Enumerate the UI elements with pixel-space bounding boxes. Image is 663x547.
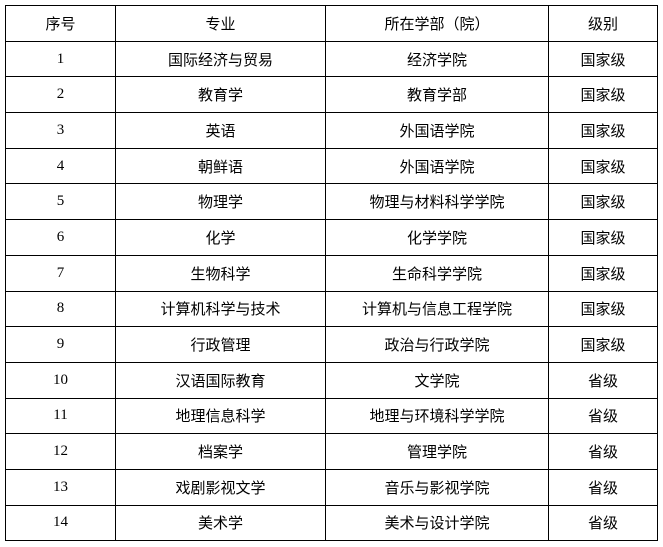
level-cell: 省级 [548, 504, 658, 542]
table-row: 8 计算机科学与技术 计算机与信息工程学院 国家级 [5, 290, 658, 328]
header-school: 所在学部（院） [325, 5, 549, 42]
major-cell: 教育学 [115, 76, 326, 114]
table-row: 7 生物科学 生命科学学院 国家级 [5, 254, 658, 292]
school-cell: 管理学院 [325, 433, 549, 470]
table-row: 9 行政管理 政治与行政学院 国家级 [5, 326, 658, 363]
level-cell: 国家级 [548, 147, 658, 185]
level-cell: 国家级 [548, 254, 658, 292]
header-level: 级别 [548, 5, 658, 42]
index-cell: 14 [5, 504, 116, 542]
level-cell: 国家级 [548, 76, 658, 114]
index-cell: 10 [5, 361, 116, 399]
index-cell: 7 [5, 254, 116, 292]
level-cell: 省级 [548, 468, 658, 506]
level-cell: 省级 [548, 361, 658, 399]
level-cell: 省级 [548, 397, 658, 435]
major-cell: 汉语国际教育 [115, 361, 326, 399]
school-cell: 外国语学院 [325, 112, 549, 149]
majors-table: 序号 专业 所在学部（院） 级别 1 国际经济与贸易 经济学院 国家级 2 教育学 教育学部… [5, 5, 658, 542]
school-cell: 政治与行政学院 [325, 326, 549, 363]
major-cell: 计算机科学与技术 [115, 290, 326, 328]
header-major: 专业 [115, 5, 326, 42]
major-cell: 生物科学 [115, 254, 326, 292]
table-row: 6 化学 化学学院 国家级 [5, 219, 658, 256]
index-cell: 9 [5, 326, 116, 363]
table-row: 12 档案学 管理学院 省级 [5, 433, 658, 470]
major-cell: 美术学 [115, 504, 326, 542]
index-cell: 4 [5, 147, 116, 185]
table-row: 14 美术学 美术与设计学院 省级 [5, 504, 658, 542]
major-cell: 戏剧影视文学 [115, 468, 326, 506]
table-row: 11 地理信息科学 地理与环境科学学院 省级 [5, 397, 658, 435]
major-cell: 国际经济与贸易 [115, 40, 326, 78]
table-row: 13 戏剧影视文学 音乐与影视学院 省级 [5, 468, 658, 506]
school-cell: 地理与环境科学学院 [325, 397, 549, 435]
major-cell: 物理学 [115, 183, 326, 221]
major-cell: 地理信息科学 [115, 397, 326, 435]
index-cell: 11 [5, 397, 116, 435]
school-cell: 生命科学学院 [325, 254, 549, 292]
level-cell: 国家级 [548, 183, 658, 221]
level-cell: 国家级 [548, 112, 658, 149]
level-cell: 国家级 [548, 290, 658, 328]
table-row: 5 物理学 物理与材料科学学院 国家级 [5, 183, 658, 221]
table-row: 3 英语 外国语学院 国家级 [5, 112, 658, 149]
level-cell: 国家级 [548, 40, 658, 78]
level-cell: 省级 [548, 433, 658, 470]
level-cell: 国家级 [548, 219, 658, 256]
index-cell: 8 [5, 290, 116, 328]
header-row: 序号 专业 所在学部（院） 级别 [5, 5, 658, 42]
school-cell: 文学院 [325, 361, 549, 399]
table-row: 2 教育学 教育学部 国家级 [5, 76, 658, 114]
school-cell: 物理与材料科学学院 [325, 183, 549, 221]
major-cell: 化学 [115, 219, 326, 256]
table-row: 1 国际经济与贸易 经济学院 国家级 [5, 40, 658, 78]
index-cell: 12 [5, 433, 116, 470]
major-cell: 行政管理 [115, 326, 326, 363]
index-cell: 5 [5, 183, 116, 221]
index-cell: 1 [5, 40, 116, 78]
school-cell: 计算机与信息工程学院 [325, 290, 549, 328]
school-cell: 外国语学院 [325, 147, 549, 185]
school-cell: 化学学院 [325, 219, 549, 256]
major-cell: 朝鲜语 [115, 147, 326, 185]
index-cell: 3 [5, 112, 116, 149]
major-cell: 档案学 [115, 433, 326, 470]
table-row: 10 汉语国际教育 文学院 省级 [5, 361, 658, 399]
header-index: 序号 [5, 5, 116, 42]
school-cell: 美术与设计学院 [325, 504, 549, 542]
index-cell: 6 [5, 219, 116, 256]
school-cell: 教育学部 [325, 76, 549, 114]
index-cell: 2 [5, 76, 116, 114]
index-cell: 13 [5, 468, 116, 506]
major-cell: 英语 [115, 112, 326, 149]
table-row: 4 朝鲜语 外国语学院 国家级 [5, 147, 658, 185]
school-cell: 音乐与影视学院 [325, 468, 549, 506]
school-cell: 经济学院 [325, 40, 549, 78]
level-cell: 国家级 [548, 326, 658, 363]
